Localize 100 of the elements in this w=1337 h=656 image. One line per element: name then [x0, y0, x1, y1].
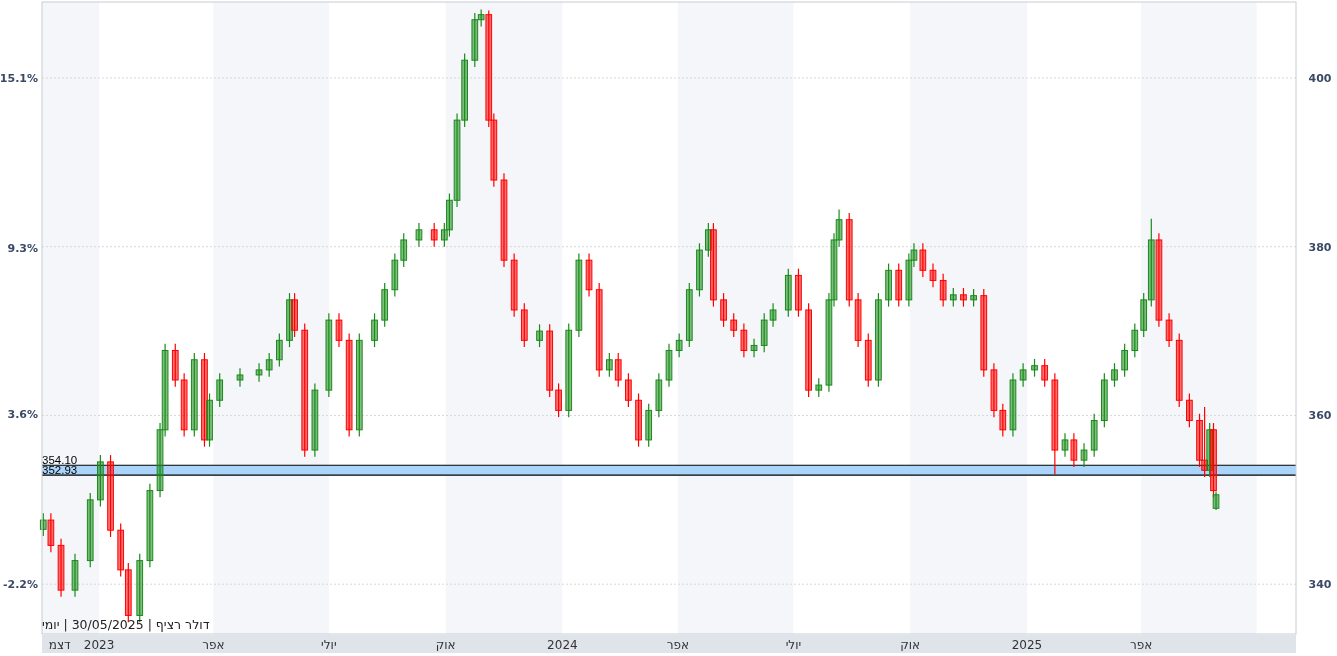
candlestick: [795, 268, 802, 318]
candlestick: [1080, 442, 1088, 468]
candlestick: [440, 222, 448, 248]
candlestick: [86, 492, 94, 568]
candlestick: [1165, 312, 1173, 348]
candlestick: [546, 323, 554, 398]
y-tick-label: 340: [1308, 578, 1332, 592]
candlestick: [1041, 358, 1049, 388]
candlestick: [655, 372, 663, 418]
candlestick: [575, 252, 583, 338]
ref-line-label: 354.10: [42, 454, 78, 467]
candlestick: [645, 403, 653, 448]
annotation: דולר רציף | 30/05/2025 | יומי: [42, 617, 210, 632]
candlestick: [740, 322, 748, 358]
x-tick-label: אוק: [900, 638, 921, 652]
candlestick: [625, 372, 632, 408]
candlestick: [1070, 432, 1078, 468]
candlestick: [1090, 413, 1098, 458]
candlestick: [835, 208, 843, 248]
candlestick: [1140, 292, 1148, 338]
candlestick: [805, 302, 812, 398]
candlestick: [635, 392, 642, 448]
candlestick: [769, 302, 777, 328]
candlestick: [730, 312, 738, 338]
y-tick-label: 380: [1308, 240, 1332, 254]
x-tick-label: אפר: [202, 638, 225, 652]
candlestick: [605, 352, 613, 378]
candlestick: [919, 242, 927, 278]
candlestick: [291, 292, 298, 338]
candlestick: [97, 454, 104, 508]
candlestick: [585, 252, 593, 298]
candlestick: [146, 483, 154, 568]
candlestick: [830, 232, 838, 308]
candlestick: [446, 192, 453, 238]
candlestick: [595, 282, 603, 378]
candlestick: [999, 403, 1007, 438]
candlestick: [815, 377, 823, 398]
x-tick-label: יולי: [321, 638, 337, 652]
y2-tick-label: 3.6%: [7, 408, 38, 422]
candlestick: [939, 273, 947, 308]
candlestick: [536, 323, 543, 348]
candlestick: [47, 512, 55, 553]
candlestick: [161, 343, 169, 438]
candlestick: [301, 322, 309, 458]
candlestick: [555, 382, 562, 418]
candlestick: [1212, 490, 1220, 511]
candlestick: [1186, 392, 1193, 428]
candlestick: [675, 333, 683, 358]
x-tick-label: אוק: [435, 638, 456, 652]
candlestick: [1175, 333, 1183, 408]
x-tick-label: 2025: [1011, 638, 1043, 652]
candlestick: [206, 392, 213, 448]
candlestick: [57, 538, 65, 598]
candlestick: [520, 302, 528, 348]
candlestick: [685, 282, 693, 348]
candlestick: [500, 172, 508, 268]
y2-tick-label: -2.2%: [2, 578, 38, 592]
candlestick: [400, 232, 408, 268]
candlestick: [825, 292, 833, 393]
candlestick: [710, 222, 717, 308]
candlestick: [910, 242, 918, 268]
candlestick: [265, 352, 273, 378]
y2-tick-label: 9.3%: [7, 241, 38, 255]
candlestick: [1147, 218, 1155, 308]
candlestick: [960, 287, 967, 308]
candlestick: [201, 352, 208, 448]
candlestick: [490, 112, 498, 188]
candlestick: [929, 262, 937, 288]
x-tick-label: אפר: [666, 638, 690, 652]
candlestick: [171, 343, 179, 388]
candlestick: [510, 252, 518, 318]
candlestick: [345, 333, 353, 438]
candlestick: [875, 292, 882, 388]
candlestick: [415, 222, 423, 248]
candlestick: [430, 222, 438, 248]
candlestick: [71, 553, 79, 598]
candlestick: [471, 12, 479, 68]
candlestick: [156, 422, 164, 498]
candlestick: [980, 288, 988, 378]
candlestick: [335, 312, 343, 348]
candlestick: [720, 292, 727, 328]
candlestick: [325, 312, 333, 398]
candlestick: [760, 312, 768, 353]
candlestick: [565, 322, 573, 418]
x-tick-label: יולי: [785, 638, 802, 652]
ref-line-label: 352.93: [42, 464, 78, 477]
candlestick: [854, 292, 862, 348]
x-tick-label: אפר: [1130, 638, 1153, 652]
candlestick: [485, 9, 493, 128]
candlestick: [885, 262, 892, 308]
candlestick: [990, 362, 998, 418]
candlestick: [614, 352, 622, 388]
candlestick: [461, 52, 469, 128]
candlestick: [665, 343, 673, 388]
candlestick: [750, 338, 758, 358]
candlestick: [1121, 343, 1129, 378]
candlestick: [1051, 372, 1059, 476]
candlestick: [117, 522, 125, 578]
y2-tick-label: 15.1%: [0, 71, 38, 85]
candlestick: [355, 333, 363, 438]
